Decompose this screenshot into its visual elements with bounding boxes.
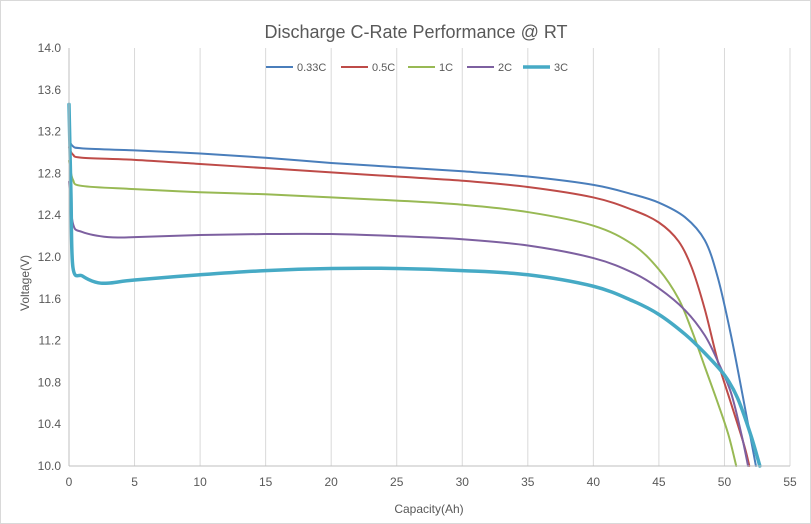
x-tick-label: 45 <box>652 475 666 489</box>
y-tick-label: 10.8 <box>38 375 62 389</box>
legend: 0.33C 0.5C 1C 2C 3C <box>266 62 568 74</box>
x-tick-label: 40 <box>587 475 601 489</box>
y-tick-label: 13.6 <box>38 83 62 97</box>
series-line-0.5C <box>68 146 751 467</box>
x-tick-labels: 0 5 10 15 20 25 30 35 40 45 50 55 <box>66 475 797 489</box>
series-line-2C <box>68 180 750 467</box>
x-tick-label: 20 <box>325 475 339 489</box>
x-tick-label: 35 <box>521 475 535 489</box>
y-tick-label: 12.4 <box>38 208 62 222</box>
x-tick-label: 10 <box>193 475 207 489</box>
x-tick-label: 30 <box>456 475 470 489</box>
legend-entry-3C: 3C <box>523 62 568 74</box>
y-tick-label: 10.4 <box>38 417 62 431</box>
axes <box>68 48 790 467</box>
x-tick-label: 25 <box>390 475 404 489</box>
x-axis-label: Capacity(Ah) <box>394 502 463 516</box>
y-tick-label: 12.8 <box>38 166 62 180</box>
series-line-1C <box>68 159 738 467</box>
gridlines <box>134 48 791 466</box>
y-tick-label: 10.0 <box>38 459 62 473</box>
legend-entry-1C: 1C <box>408 62 453 74</box>
y-tick-labels: 10.0 10.4 10.8 11.2 11.6 12.0 12.4 12.8 13.2 13.6… <box>38 41 62 473</box>
chart-title: Discharge C-Rate Performance @ RT <box>264 22 567 42</box>
legend-label: 2C <box>498 62 512 74</box>
legend-entry-0.33C: 0.33C <box>266 62 326 74</box>
series-line-0.33C <box>68 138 757 467</box>
y-tick-label: 14.0 <box>38 41 62 55</box>
x-tick-label: 55 <box>783 475 797 489</box>
x-tick-label: 0 <box>66 475 73 489</box>
legend-label: 3C <box>554 62 568 74</box>
x-tick-label: 15 <box>259 475 273 489</box>
legend-label: 1C <box>439 62 453 74</box>
series-layer <box>67 102 762 468</box>
x-tick-label: 50 <box>718 475 732 489</box>
y-axis-label: Voltage(V) <box>18 255 32 311</box>
legend-label: 0.33C <box>297 62 326 74</box>
y-tick-label: 13.2 <box>38 125 62 139</box>
legend-entry-0.5C: 0.5C <box>341 62 395 74</box>
y-tick-label: 11.2 <box>39 334 62 348</box>
y-tick-label: 12.0 <box>38 250 62 264</box>
legend-entry-2C: 2C <box>467 62 512 74</box>
x-tick-label: 5 <box>131 475 138 489</box>
y-tick-label: 11.6 <box>39 292 62 306</box>
series-line-3C <box>67 102 762 468</box>
legend-label: 0.5C <box>372 62 395 74</box>
